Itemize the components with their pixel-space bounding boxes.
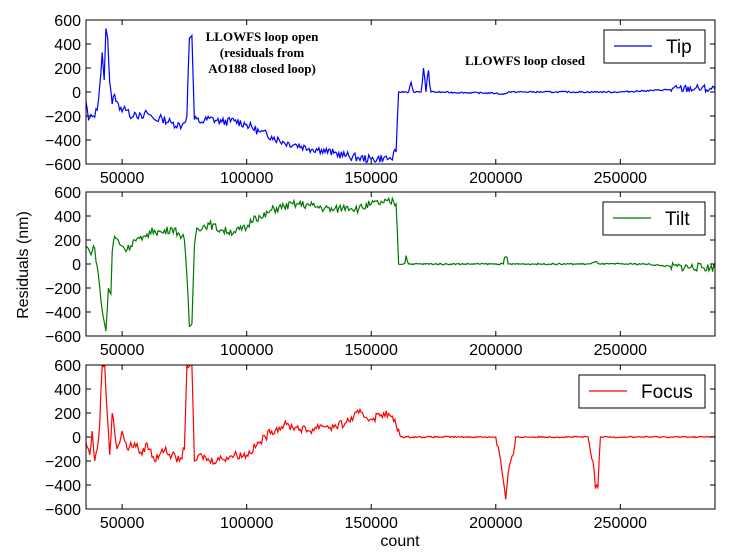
subplot-tip: 600 400 200 0 −200 −400 −600 50000 100000 150000 2… [45, 13, 716, 187]
series-line-tilt [86, 196, 715, 332]
x-tick-label: 50000 [100, 515, 145, 532]
annotation-open-1: LLOWFS loop open [206, 29, 319, 44]
x-tick-label: 50000 [100, 342, 145, 359]
x-tick-label: 100000 [220, 515, 273, 532]
annotation-open-3: AO188 closed loop) [208, 61, 316, 76]
legend: Tip [603, 29, 706, 64]
y-tick-label: −600 [45, 502, 81, 519]
x-tick-label: 50000 [100, 170, 145, 187]
legend-label: Tip [666, 37, 692, 58]
y-tick-label: −200 [45, 109, 81, 126]
series-line-tip [86, 28, 715, 164]
y-tick-label: 400 [54, 37, 81, 54]
x-tick-label: 100000 [220, 342, 273, 359]
x-tick-label: 250000 [594, 342, 647, 359]
y-tick-label: 200 [54, 61, 81, 78]
annotation-open-2: (residuals from [220, 45, 305, 60]
legend: Focus [578, 374, 706, 409]
x-tick-label: 200000 [469, 515, 522, 532]
x-tick-label: 250000 [594, 515, 647, 532]
subplot-tilt: 600 400 200 0 −200 −400 −600 50000 100000 150000 2… [45, 185, 716, 359]
x-tick-label: 200000 [469, 170, 522, 187]
y-tick-label: 0 [72, 430, 81, 447]
y-tick-label: 200 [54, 406, 81, 423]
x-tick-label: 100000 [220, 170, 273, 187]
x-tick-label: 200000 [469, 342, 522, 359]
legend: Tilt [602, 201, 706, 236]
y-axis-label: Residuals (nm) [15, 211, 32, 319]
y-tick-label: 600 [54, 13, 81, 30]
y-tick-label: 0 [72, 257, 81, 274]
legend-label: Tilt [665, 209, 690, 230]
x-tick-label: 250000 [594, 170, 647, 187]
y-tick-label: −400 [45, 133, 81, 150]
x-axis-label: count [380, 533, 420, 550]
x-tick-label: 150000 [345, 515, 398, 532]
y-tick-label: −600 [45, 329, 81, 346]
y-tick-label: −600 [45, 157, 81, 174]
y-tick-label: 400 [54, 209, 81, 226]
y-tick-label: −400 [45, 305, 81, 322]
y-tick-label: 400 [54, 382, 81, 399]
x-tick-label: 150000 [345, 170, 398, 187]
legend-label: Focus [641, 382, 693, 403]
x-tick-label: 150000 [345, 342, 398, 359]
series-line-focus [86, 365, 715, 500]
subplot-focus: 600 400 200 0 −200 −400 −600 50000 100000 150000 2… [45, 358, 716, 532]
y-tick-label: 0 [72, 85, 81, 102]
y-tick-label: 200 [54, 233, 81, 250]
y-tick-label: 600 [54, 185, 81, 202]
y-tick-label: −200 [45, 281, 81, 298]
y-tick-label: 600 [54, 358, 81, 375]
y-tick-label: −200 [45, 454, 81, 471]
y-tick-label: −400 [45, 478, 81, 495]
annotation-closed: LLOWFS loop closed [465, 53, 586, 68]
